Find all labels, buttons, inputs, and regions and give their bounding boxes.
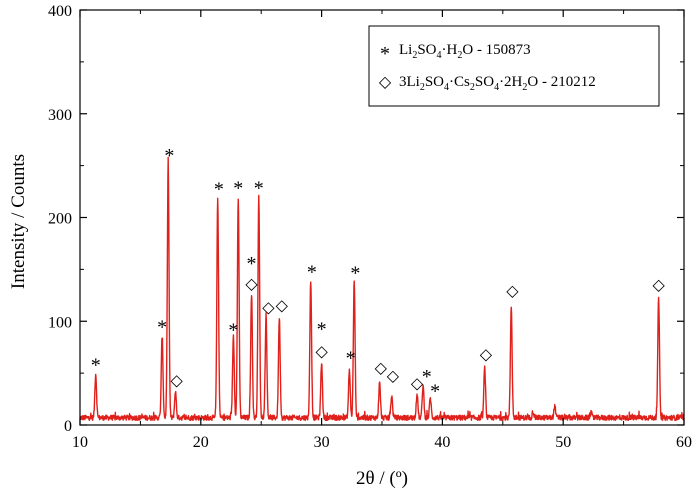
legend-diamond-symbol: ◇ [379,74,392,91]
y-axis: 0 100 200 300 400 [48,3,684,435]
y-axis-title: Intensity / Counts [8,154,29,289]
diamond-marker: ◇ [652,277,665,294]
star-marker: * [422,366,432,388]
x-axis-title: 2θ / (º) [356,468,408,489]
legend-label-part: 4 [494,82,499,93]
legend-label-part: 2 [420,82,425,93]
star-marker: * [430,381,440,403]
diamond-marker: ◇ [262,300,275,317]
legend-label-part: 3Li [399,74,420,90]
legend: * Li2SO4·H2O - 150873◇ 3Li2SO4·Cs2SO4·2H2O… [368,25,660,107]
legend-label-part: Li [399,42,412,58]
x-tick-label: 20 [193,434,209,451]
y-tick-label: 100 [48,314,72,331]
legend-star-symbol: * [380,43,390,65]
x-tick-label: 40 [434,434,450,451]
star-marker: * [228,319,238,341]
diamond-marker: ◇ [387,368,400,385]
y-tick-label: 400 [48,3,72,20]
legend-label-part: 4 [444,82,449,93]
diamond-marker: ◇ [276,298,289,315]
legend-label-part: 2 [470,82,475,93]
legend-label-part: 2 [457,50,462,61]
diamond-marker: ◇ [315,343,328,360]
diamond-marker: ◇ [170,372,183,389]
legend-label-part: ·2H [499,74,522,90]
legend-label-part: SO [475,74,494,90]
legend-label-part: ·Cs [449,74,470,90]
y-tick-label: 0 [64,418,72,435]
star-marker: * [247,253,257,275]
peak-markers: ***◇****◇*◇ ◇**◇ **◇ ◇ ◇**◇◇ ◇ [91,145,666,403]
plot-area [79,156,685,422]
legend-box [368,25,660,107]
diamond-marker: ◇ [480,346,493,363]
star-marker: * [317,318,327,340]
x-tick-label: 30 [314,434,330,451]
x-tick-label: 10 [72,434,88,451]
legend-label: Li2SO4·H2O - 150873 [399,42,531,61]
legend-label-part: O - 150873 [462,42,530,58]
diamond-marker: ◇ [411,375,424,392]
diamond-marker: ◇ [506,283,519,300]
star-marker: * [254,177,264,199]
star-marker: * [307,261,317,283]
xrd-pattern-line [79,156,685,422]
legend-label-part: SO [417,42,436,58]
y-tick-label: 200 [48,211,72,228]
legend-label-part: O - 210212 [527,74,595,90]
legend-label-part: 2 [522,82,527,93]
star-marker: * [164,145,174,167]
legend-label-part: SO [425,74,444,90]
x-tick-label: 50 [555,434,571,451]
star-marker: * [346,347,356,369]
legend-label-part: ·H [442,42,458,58]
star-marker: * [350,262,360,284]
diamond-marker: ◇ [245,276,258,293]
diamond-marker: ◇ [375,360,388,377]
star-marker: * [157,316,167,338]
star-marker: * [91,355,101,377]
legend-label-part: 2 [412,50,417,61]
x-axis: 10 20 30 40 50 60 [72,10,692,451]
legend-label: 3Li2SO4·Cs2SO4·2H2O - 210212 [399,74,596,93]
y-tick-label: 300 [48,107,72,124]
star-marker: * [233,177,243,199]
legend-label-part: 4 [437,50,442,61]
x-tick-label: 60 [676,434,692,451]
star-marker: * [214,178,224,200]
